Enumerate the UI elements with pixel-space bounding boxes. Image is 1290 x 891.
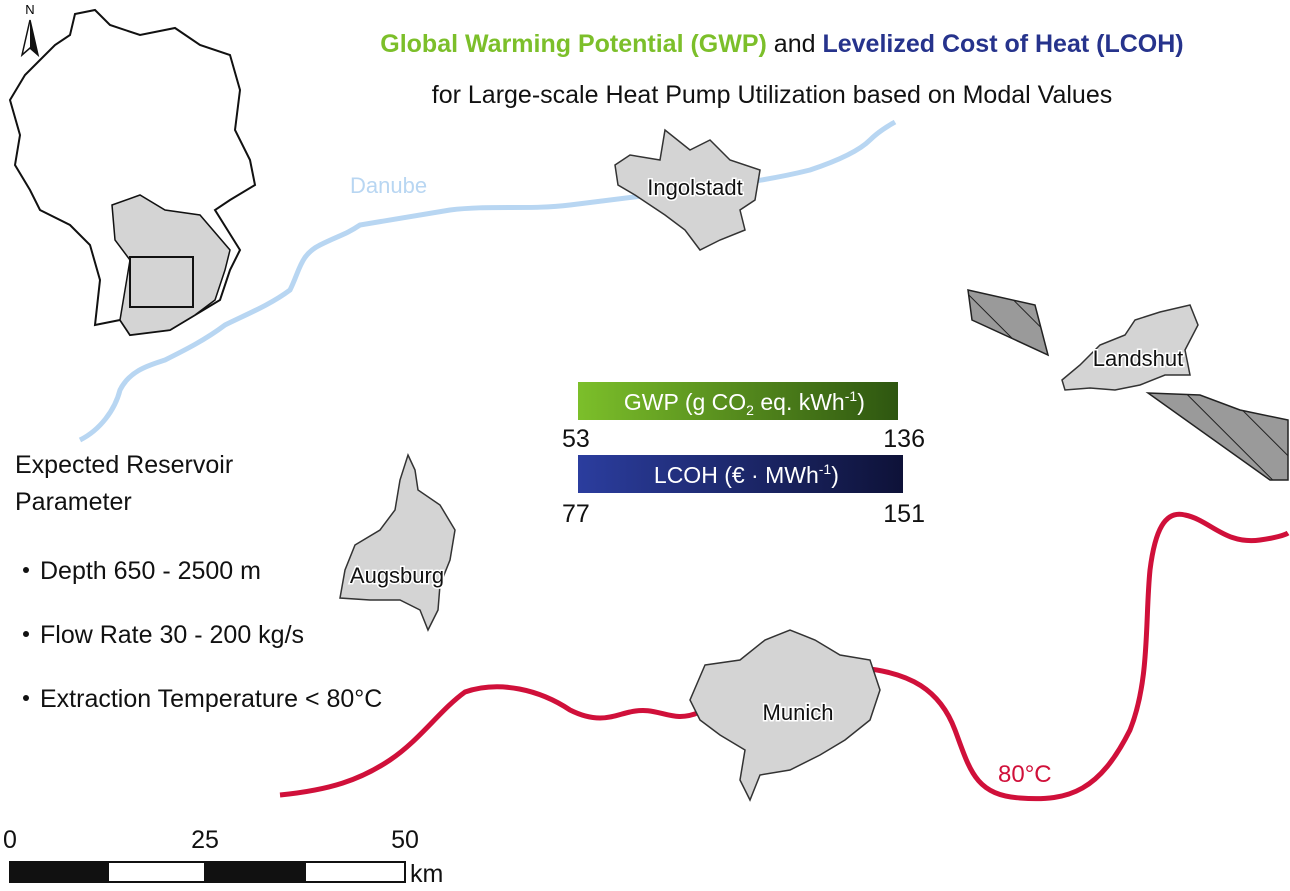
title-space	[816, 30, 823, 58]
study-area-box	[129, 256, 194, 308]
scale-tick: 0	[3, 826, 17, 854]
gwp-label-sub: 2	[746, 402, 754, 418]
scale-unit: km	[410, 860, 443, 886]
reservoir-heading: Parameter	[15, 488, 132, 516]
landshut-label: Landshut	[1093, 346, 1184, 371]
landshut-area	[1061, 304, 1199, 391]
scale-bar: 0 25 50 km	[3, 826, 443, 888]
bullet	[23, 695, 29, 701]
ingolstadt-label: Ingolstadt	[647, 175, 742, 200]
augsburg-area	[339, 452, 456, 632]
reservoir-item: Extraction Temperature < 80°C	[40, 685, 382, 713]
reservoir-item: Flow Rate 30 - 200 kg/s	[40, 621, 304, 649]
scale-segment	[9, 861, 109, 883]
gwp-max: 136	[883, 425, 925, 453]
lcoh-label-sup: -1	[819, 461, 832, 477]
reservoir-info: Expected Reservoir Parameter Depth 650 -…	[15, 451, 382, 713]
legend: GWP (g CO2 eq. kWh-1) 53 136 LCOH (€ · M…	[562, 382, 925, 528]
lcoh-max: 151	[883, 500, 925, 528]
reservoir-item: Depth 650 - 2500 m	[40, 557, 261, 585]
scale-segment	[304, 861, 406, 883]
lcoh-color-bar	[578, 455, 903, 493]
title-gwp: Global Warming Potential (GWP)	[380, 30, 767, 58]
augsburg-label: Augsburg	[350, 563, 444, 588]
lcoh-label-part: )	[831, 462, 839, 488]
scale-segment	[107, 861, 206, 883]
lcoh-label-part: LCOH (€ · MWh	[654, 462, 819, 488]
hatched-area	[967, 289, 1050, 357]
munich-label: Munich	[763, 700, 834, 725]
hatched-area	[1145, 392, 1289, 481]
title-lcoh: Levelized Cost of Heat (LCOH)	[822, 30, 1183, 58]
danube-label: Danube	[350, 173, 427, 198]
bullet	[23, 631, 29, 637]
gwp-label-part: eq. kWh	[754, 389, 845, 415]
north-arrow-fill	[30, 20, 38, 55]
title-and	[767, 30, 774, 58]
scale-tick: 50	[391, 826, 419, 854]
ingolstadt-area	[614, 128, 761, 251]
gwp-label-part: GWP (g CO	[624, 389, 746, 415]
scale-segment	[204, 861, 306, 883]
gwp-color-bar	[578, 382, 898, 420]
inset-map: N	[8, 2, 257, 337]
gwp-label-sup: -1	[845, 388, 858, 404]
isotherm-label: 80°C	[998, 761, 1052, 788]
bavaria	[111, 194, 231, 336]
north-label: N	[25, 2, 34, 17]
gwp-min: 53	[562, 425, 590, 453]
reservoir-heading: Expected Reservoir	[15, 451, 233, 479]
subtitle: for Large-scale Heat Pump Utilization ba…	[432, 81, 1112, 109]
gwp-label-part: )	[857, 389, 865, 415]
lcoh-min: 77	[562, 500, 590, 528]
scale-tick: 25	[191, 826, 219, 854]
title: Global Warming Potential (GWP) and Level…	[346, 30, 1205, 58]
munich-area	[689, 629, 881, 802]
danube-river	[78, 119, 897, 443]
isotherm-line	[279, 511, 1290, 802]
title-and-word: and	[774, 30, 816, 58]
lcoh-bar-label: LCOH (€ · MWh-1)	[609, 461, 871, 488]
gwp-bar-label: GWP (g CO2 eq. kWh-1)	[579, 388, 897, 418]
bullet	[23, 567, 29, 573]
